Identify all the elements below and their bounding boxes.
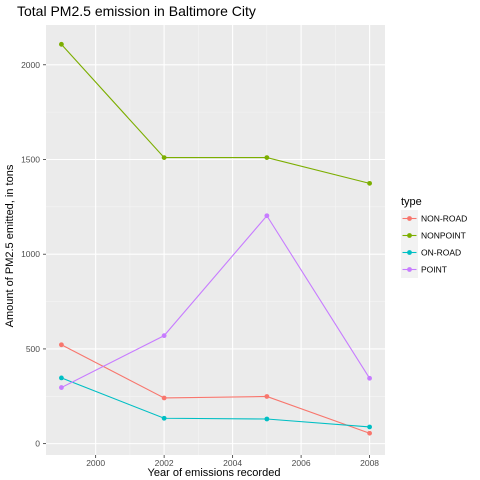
data-point-point <box>59 385 64 390</box>
y-tick-label: 2000 <box>21 60 40 70</box>
y-tick-label: 1500 <box>21 154 40 164</box>
legend-item-nonpoint: NONPOINT <box>401 227 466 244</box>
legend-label: NON-ROAD <box>421 214 467 224</box>
data-point-non-road <box>161 395 167 401</box>
legend-key-point <box>407 233 412 238</box>
data-point-on-road <box>264 416 270 422</box>
y-tick-label: 0 <box>35 439 40 449</box>
major-gridlines <box>46 25 385 455</box>
legend: type NON-ROAD NONPOINT ON-ROAD POINT <box>401 196 467 278</box>
data-point-non-road <box>367 430 372 436</box>
data-point-on-road <box>59 375 64 381</box>
legend-label: NONPOINT <box>421 231 466 241</box>
data-point-point <box>264 213 270 219</box>
data-point-point <box>367 375 372 381</box>
series-points <box>59 41 372 436</box>
legend-key-point <box>407 250 412 255</box>
plot-panel <box>46 25 385 455</box>
y-tick-label: 500 <box>26 344 40 354</box>
data-point-on-road <box>367 424 372 430</box>
series-line-on-road <box>61 377 370 428</box>
y-axis: 0 500 1000 1500 2000 <box>21 60 46 449</box>
data-point-non-road <box>264 394 270 399</box>
legend-item-on-road: ON-ROAD <box>401 244 461 261</box>
legend-item-non-road: NON-ROAD <box>401 210 467 227</box>
legend-key-point <box>407 267 412 272</box>
legend-label: POINT <box>421 265 447 275</box>
data-point-point <box>161 333 167 339</box>
data-point-nonpoint <box>264 155 270 160</box>
chart-title: Total PM2.5 emission in Baltimore City <box>17 3 256 19</box>
legend-item-point: POINT <box>401 261 447 278</box>
y-tick-label: 1000 <box>21 249 40 259</box>
x-tick-label: 2000 <box>86 458 105 468</box>
data-point-on-road <box>161 415 167 421</box>
legend-title: type <box>401 196 422 208</box>
x-axis-title: Year of emissions recorded <box>148 467 281 479</box>
series-lines <box>61 43 371 434</box>
series-line-point <box>61 214 371 389</box>
y-axis-title: Amount of PM2.5 emitted, in tons <box>4 164 16 327</box>
x-tick-label: 2008 <box>360 458 379 468</box>
series-line-non-road <box>61 344 370 434</box>
data-point-non-road <box>59 342 64 348</box>
x-tick-label: 2002 <box>155 458 174 468</box>
x-tick-label: 2004 <box>223 458 242 468</box>
data-point-nonpoint <box>161 155 167 160</box>
minor-gridlines <box>46 25 385 455</box>
legend-label: ON-ROAD <box>421 248 461 258</box>
data-point-nonpoint <box>367 180 372 186</box>
x-axis: 2000 2002 2004 2006 2008 <box>86 455 379 468</box>
legend-key-point <box>407 216 412 221</box>
x-tick-label: 2006 <box>292 458 311 468</box>
data-point-nonpoint <box>59 41 64 47</box>
series-line-nonpoint <box>61 43 370 184</box>
